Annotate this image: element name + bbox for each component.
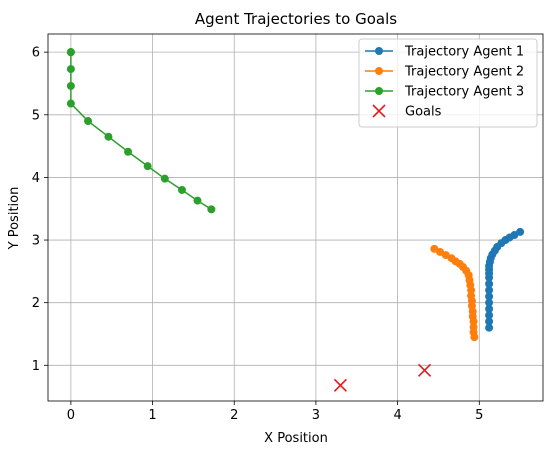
y-tick-label: 5 [32,108,40,123]
data-point [160,174,169,183]
data-point [469,317,478,326]
plot-frame [47,33,544,402]
data-point [207,205,216,214]
data-point [467,286,476,295]
data-point [66,81,75,90]
legend: Trajectory Agent 1 Trajectory Agent 2 Traj… [358,38,538,128]
data-point [84,117,93,126]
data-point [66,48,75,57]
y-tick-label: 1 [32,359,40,374]
data-point [485,286,494,295]
legend-label: Goals [405,105,442,120]
goal-marker [333,378,347,392]
x-tick-label: 3 [312,408,320,423]
data-point [485,279,494,288]
data-point [485,323,494,332]
legend-label: Trajectory Agent 3 [404,85,524,100]
chart-title: Agent Trajectories to Goals [195,10,397,28]
goal-marker-stroke [417,363,432,377]
data-point [124,147,133,156]
data-point [193,196,202,205]
goal-marker [417,363,432,377]
legend-entry: Trajectory Agent 3 [365,85,524,100]
legend-entry: Trajectory Agent 1 [365,45,524,60]
data-point [516,227,525,236]
legend-marker-swatch [375,87,383,95]
data-point [485,292,494,301]
x-tick-label: 4 [393,408,401,423]
series-layer [66,48,525,392]
series-agent-3 [66,48,216,214]
data-point [485,298,494,307]
y-axis-title: Y Position [7,187,22,251]
x-tick-label: 1 [148,408,156,423]
goal-marker-stroke [333,378,347,392]
data-point [485,304,494,313]
y-tick-label: 3 [32,234,40,249]
x-tick-label: 2 [230,408,238,423]
series-agent-1 [485,227,525,332]
legend-box [358,38,538,128]
data-point [485,311,494,320]
ticks: 0 1 2 3 4 5 1 2 3 4 5 6 [32,46,484,423]
data-point [66,65,75,74]
legend-x-swatch [372,104,386,118]
x-tick-label: 5 [475,408,483,423]
data-point [143,162,152,171]
legend-label: Trajectory Agent 2 [404,65,524,80]
goals-series [333,363,432,392]
series-line [70,52,212,210]
legend-entry: Goals [372,104,442,120]
x-axis-title: X Position [264,431,328,446]
data-point [485,317,494,326]
y-tick-label: 6 [32,46,40,61]
data-point [66,99,75,108]
data-point [177,185,186,194]
series-agent-2 [430,244,479,342]
legend-marker-swatch [375,47,383,55]
legend-entry: Trajectory Agent 2 [365,65,524,80]
y-tick-label: 2 [32,296,40,311]
data-point [104,132,113,141]
legend-marker-swatch [375,67,383,75]
y-tick-label: 4 [32,171,40,186]
x-tick-label: 0 [67,408,75,423]
legend-label: Trajectory Agent 1 [404,45,524,60]
data-point [470,333,479,342]
